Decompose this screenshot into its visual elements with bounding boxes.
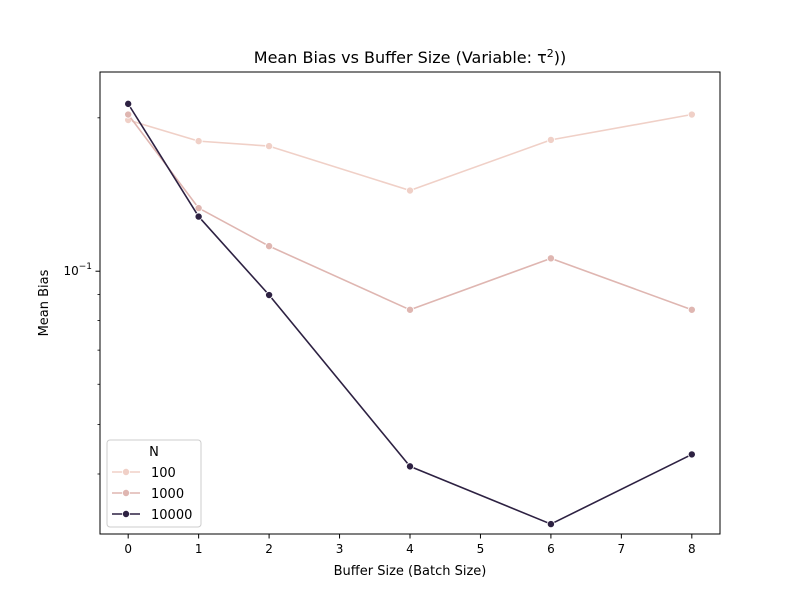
series-1000 (124, 110, 696, 314)
legend-title: N (149, 445, 159, 460)
legend-marker (122, 488, 131, 497)
plot-area (100, 72, 720, 534)
x-tick-label: 4 (406, 542, 414, 556)
data-point (405, 462, 414, 471)
x-tick-label: 8 (688, 542, 696, 556)
plot-background (100, 72, 720, 534)
legend-entry-100: 100 (112, 466, 176, 481)
series-line (127, 113, 692, 192)
data-point (124, 110, 133, 119)
legend-label: 1000 (151, 487, 184, 502)
series-layer (124, 99, 696, 529)
x-axis: 0 1 2 3 4 5 6 7 8 (124, 534, 696, 556)
data-point (546, 254, 555, 263)
x-tick-label: 5 (477, 542, 485, 556)
legend: N 100 1000 10000 (106, 439, 202, 528)
data-point (194, 212, 203, 221)
series-line (127, 114, 693, 311)
chart-title: Mean Bias vs Buffer Size (Variable: τ2)) (254, 47, 566, 67)
legend-label: 10000 (151, 508, 192, 523)
data-point (405, 305, 414, 314)
legend-entry-10000: 10000 (112, 508, 192, 523)
data-point (687, 450, 696, 459)
data-point (687, 305, 696, 314)
data-point (546, 135, 555, 144)
x-tick-label: 2 (265, 542, 273, 556)
data-point (194, 204, 203, 213)
legend-marker (122, 467, 131, 476)
x-tick-label: 0 (124, 542, 132, 556)
series-100 (124, 110, 696, 195)
data-point (194, 137, 203, 146)
x-tick-label: 6 (547, 542, 555, 556)
legend-frame (106, 439, 202, 528)
y-tick-label: 10−1 (63, 262, 92, 278)
y-axis: 10−1 (63, 117, 100, 475)
legend-entry-1000: 1000 (112, 487, 184, 502)
legend-marker (122, 509, 131, 518)
x-tick-label: 1 (195, 542, 203, 556)
data-point (265, 291, 274, 300)
data-point (405, 186, 414, 195)
x-tick-label: 7 (618, 542, 626, 556)
x-axis-label: Buffer Size (Batch Size) (334, 564, 487, 579)
data-point (265, 142, 274, 151)
data-point (124, 99, 133, 108)
data-point (546, 520, 555, 529)
series-line (127, 103, 693, 525)
data-point (265, 242, 274, 251)
data-point (687, 110, 696, 119)
y-axis-label: Mean Bias (37, 269, 52, 336)
x-tick-label: 3 (336, 542, 344, 556)
legend-label: 100 (151, 466, 176, 481)
series-10000 (124, 99, 696, 529)
